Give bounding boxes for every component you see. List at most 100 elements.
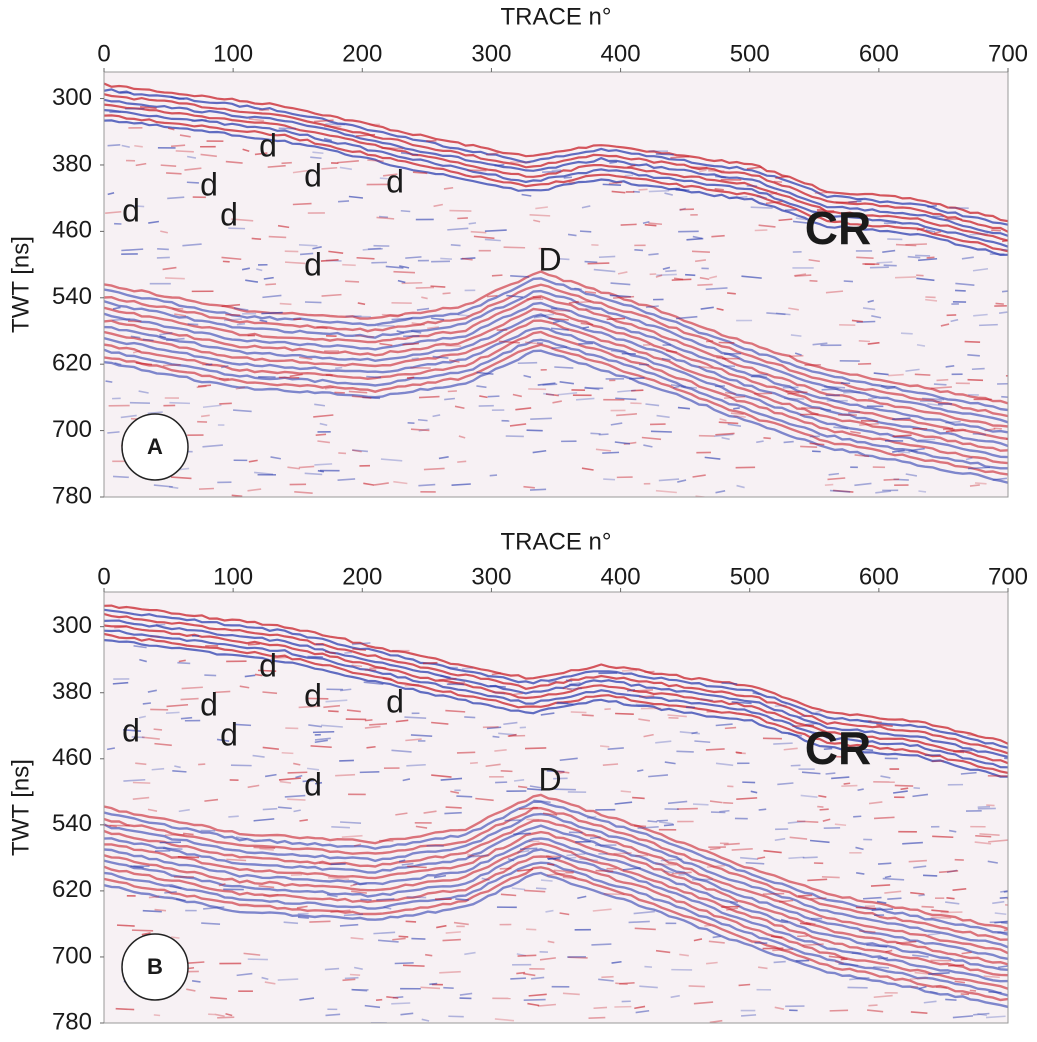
noise [188,324,199,325]
noise [395,963,414,964]
noise [326,375,333,376]
noise [401,211,410,212]
annotation: d [304,677,322,713]
noise [269,237,286,238]
noise [677,809,698,810]
noise [504,247,526,248]
noise [367,160,383,161]
noise [248,644,260,645]
panel-label: B [147,954,163,979]
noise [711,236,724,237]
noise [423,663,438,664]
noise [582,715,594,716]
noise [282,163,292,164]
noise [169,403,190,404]
noise [510,162,530,163]
noise [452,484,471,485]
noise [376,899,394,900]
y-tick-label: 620 [52,350,92,377]
noise [751,377,767,378]
noise [692,251,710,252]
noise [407,897,427,898]
noise [988,992,1001,993]
annotation: d [122,712,140,748]
noise [416,288,434,289]
noise [589,1018,606,1019]
noise [313,732,334,733]
noise [316,644,324,645]
annotation: d [200,166,218,202]
noise [727,293,736,294]
noise [403,965,425,966]
noise [1008,761,1030,762]
noise [918,895,925,896]
annotation: d [122,192,140,228]
annotation: d [386,683,404,719]
noise [161,165,176,166]
noise [546,856,561,857]
noise [192,981,200,982]
noise [331,827,350,828]
y-axis-title: TWT [ns] [7,759,34,856]
noise [426,141,436,142]
noise [335,775,355,776]
radargram [104,592,1029,1023]
noise [970,990,976,991]
noise [132,930,153,931]
noise [723,803,733,804]
noise [524,1000,546,1001]
noise [470,763,478,764]
noise [639,189,648,190]
noise [678,408,690,409]
noise [629,921,650,922]
noise [615,983,627,984]
noise [199,489,214,490]
noise [165,278,185,279]
noise [594,1007,607,1008]
noise [715,176,726,177]
noise [704,925,710,926]
noise [513,833,530,834]
noise [163,848,182,849]
noise [887,898,901,899]
noise [525,748,546,749]
noise [803,857,818,858]
noise [651,431,672,432]
noise [133,782,150,783]
noise [822,389,839,390]
noise [583,327,589,328]
noise [163,365,181,366]
noise [908,451,917,452]
noise [342,979,355,980]
noise [759,809,767,810]
noise [676,189,690,190]
noise [578,343,593,344]
noise [411,939,425,940]
noise [996,303,1004,304]
noise [911,987,918,988]
x-tick-label: 600 [859,40,899,67]
noise [635,928,656,929]
noise [176,151,194,152]
noise [662,359,671,360]
noise [994,428,1002,429]
noise [457,218,468,219]
noise [282,753,294,754]
noise [801,408,820,409]
noise [853,816,861,817]
noise [713,936,721,937]
noise [492,275,503,276]
y-tick-label: 540 [52,810,92,837]
noise [934,384,947,385]
noise [305,473,323,474]
noise [564,177,572,178]
x-tick-label: 700 [988,563,1028,590]
radargram [104,72,1029,497]
noise [552,170,562,171]
noise [975,483,987,484]
noise [490,475,497,476]
noise [419,397,439,398]
noise [319,863,331,864]
annotation: d [304,157,322,193]
noise [871,885,890,886]
